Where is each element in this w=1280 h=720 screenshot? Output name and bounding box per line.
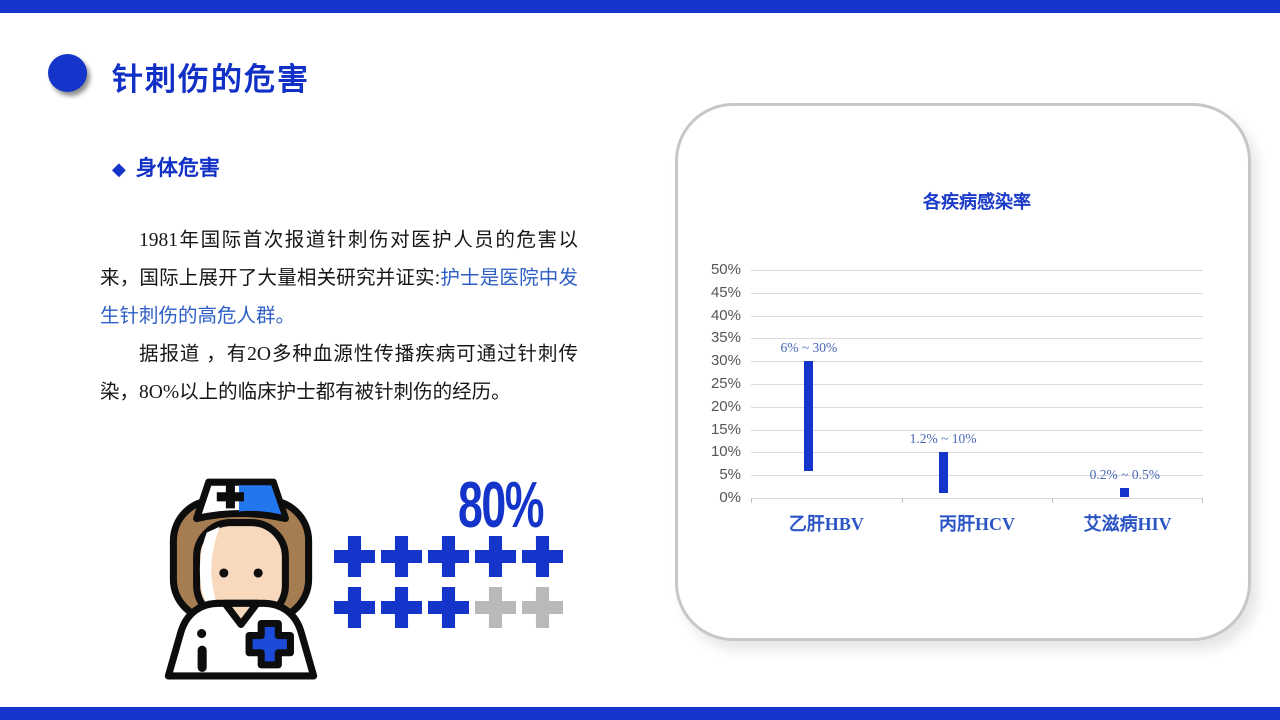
range-label: 1.2% ~ 10% (909, 431, 977, 447)
section-heading-label: 身体危害 (135, 156, 220, 180)
y-axis-label: 0% (719, 489, 741, 506)
gridline (751, 315, 1203, 317)
gridline (751, 406, 1203, 408)
plus-filled-icon (475, 536, 516, 577)
paragraph-1-highlight: 护士是医院中发生针刺伤的高危人群。 (100, 268, 578, 327)
plus-filled-icon (428, 536, 469, 577)
gridline (751, 270, 1203, 271)
range-bar (804, 361, 814, 471)
paragraph-2: 据报道 ，有2O多种血源性传播疾病可通过针刺传染，8O%以上的临床护士都有被针刺… (100, 344, 578, 403)
top-accent-bar (0, 0, 1280, 13)
body-text: 1981年国际首次报道针刺伤对医护人员的危害以来，国际上展开了大量相关研究并证实… (100, 222, 578, 412)
page-title: 针刺伤的危害 (112, 62, 310, 97)
y-axis-label: 10% (710, 443, 741, 461)
y-axis-label: 45% (710, 283, 741, 301)
axis-tick (1052, 498, 1054, 503)
plus-filled-icon (522, 536, 563, 577)
plus-pictograph (331, 534, 571, 636)
paragraph-1-normal: 1981年国际首次报道针刺伤对医护人员的危害以来，国际上展开了大量相关研究并证实… (100, 230, 578, 289)
plus-empty-icon (522, 587, 563, 628)
range-label: 6% ~ 30% (780, 340, 838, 356)
y-axis-label: 35% (710, 329, 741, 347)
gridline (751, 452, 1203, 454)
y-axis-label: 20% (710, 397, 741, 415)
gridline (751, 384, 1203, 385)
chart-plot-area: 50% 45% 40% 35% 30% 25% 20% 15% 10% 5% 0% 6% ~ 30% 乙… (711, 261, 1203, 534)
chart-title: 各疾病感染率 (923, 192, 1031, 212)
gridline (751, 429, 1203, 431)
plus-filled-icon (334, 536, 375, 577)
axis-tick (901, 498, 903, 503)
axis-tick (1202, 498, 1203, 503)
y-axis-label: 5% (719, 466, 741, 484)
y-axis-label: 50% (710, 261, 741, 278)
plus-empty-icon (475, 587, 516, 628)
plus-filled-icon (428, 587, 469, 628)
range-bar (938, 452, 948, 493)
y-axis-label: 30% (710, 352, 741, 370)
category-label: 乙肝HBV (788, 514, 864, 534)
stat-80-percent: 80% (458, 469, 544, 542)
gridline (751, 361, 1203, 363)
axis-tick (751, 498, 752, 503)
diamond-bullet-icon: ◆ (112, 159, 126, 179)
range-bar (1120, 487, 1130, 498)
y-axis-label: 25% (710, 375, 741, 392)
gridline (751, 475, 1203, 477)
range-label: 0.2% ~ 0.5% (1089, 466, 1160, 482)
plus-filled-icon (381, 536, 422, 577)
chart-card: 各疾病感染率 50% 45% 40% 35% 30% 25% 20% 15% 10% 5% 0% 6%… (675, 103, 1251, 641)
category-label: 丙肝HCV (938, 514, 1015, 534)
plus-filled-icon (381, 587, 422, 628)
gridline (751, 498, 1203, 499)
gridline (751, 292, 1203, 294)
nurse-icon (140, 460, 342, 682)
section-heading: ◆ 身体危害 (112, 152, 220, 182)
bottom-accent-bar (0, 707, 1280, 720)
title-bullet-circle-icon (48, 54, 87, 92)
category-label: 艾滋病HIV (1083, 514, 1172, 534)
y-axis-label: 40% (710, 306, 741, 324)
paragraph-1: 1981年国际首次报道针刺伤对医护人员的危害以来，国际上展开了大量相关研究并证实… (100, 222, 578, 336)
gridline (751, 338, 1203, 340)
plus-filled-icon (334, 587, 375, 628)
y-axis-label: 15% (710, 420, 741, 438)
